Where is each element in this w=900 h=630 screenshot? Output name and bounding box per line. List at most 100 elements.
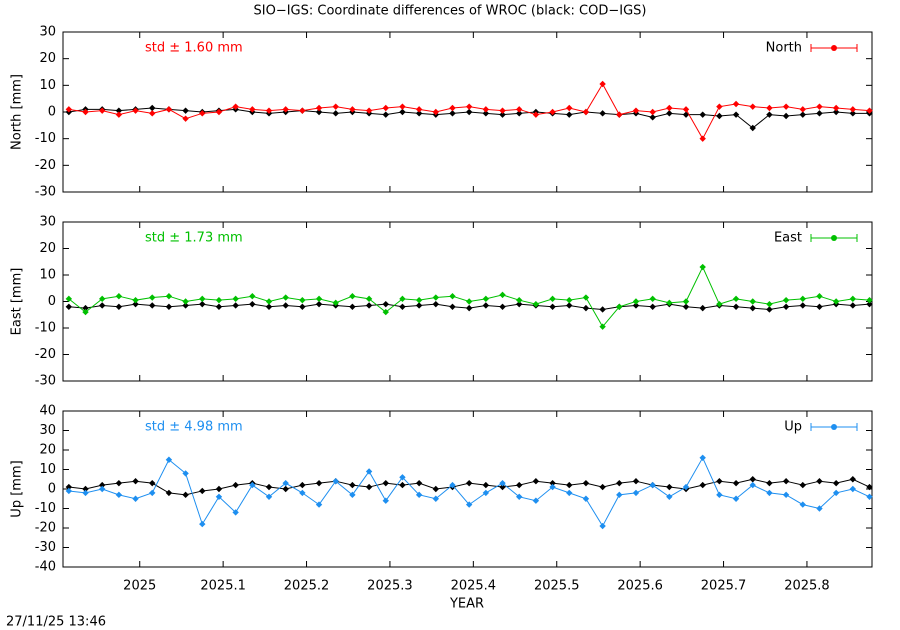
data-point bbox=[265, 493, 273, 500]
data-point bbox=[666, 299, 673, 307]
data-point bbox=[782, 296, 790, 304]
data-point bbox=[682, 303, 690, 310]
data-point bbox=[65, 303, 73, 310]
data-point bbox=[82, 489, 89, 497]
data-point bbox=[766, 306, 773, 313]
data-point bbox=[566, 302, 573, 309]
x-tick-label: 2025 bbox=[123, 579, 156, 594]
data-point bbox=[516, 493, 523, 500]
legend-marker bbox=[831, 235, 837, 241]
data-point bbox=[199, 487, 206, 495]
data-point bbox=[299, 303, 306, 310]
data-point bbox=[666, 483, 673, 491]
data-point bbox=[582, 294, 590, 301]
data-point bbox=[566, 481, 573, 489]
data-point bbox=[716, 491, 723, 499]
data-point bbox=[566, 111, 573, 118]
data-point bbox=[616, 111, 623, 118]
y-tick-label: -20 bbox=[35, 158, 56, 173]
data-point bbox=[215, 493, 223, 500]
data-point bbox=[465, 501, 473, 508]
data-point bbox=[799, 295, 806, 303]
data-point bbox=[332, 299, 339, 307]
data-point bbox=[682, 298, 690, 305]
data-point bbox=[649, 108, 656, 116]
data-point bbox=[449, 293, 456, 300]
y-tick-label: 10 bbox=[39, 268, 56, 283]
data-point bbox=[399, 303, 406, 310]
data-point bbox=[732, 495, 740, 502]
data-point bbox=[365, 483, 373, 491]
data-point bbox=[599, 110, 606, 117]
data-point bbox=[132, 495, 139, 502]
data-point bbox=[149, 294, 156, 301]
y-tick-label: -40 bbox=[35, 560, 56, 575]
data-point bbox=[766, 489, 773, 497]
x-tick-label: 2025.3 bbox=[367, 579, 413, 594]
data-point bbox=[465, 108, 473, 116]
data-point bbox=[65, 295, 73, 303]
y-tick-label: 30 bbox=[39, 215, 56, 230]
legend-label: East bbox=[774, 231, 802, 246]
data-point bbox=[532, 478, 540, 485]
data-point bbox=[816, 110, 823, 117]
data-point bbox=[716, 478, 723, 485]
data-point bbox=[415, 106, 423, 113]
data-point bbox=[432, 485, 440, 493]
data-point bbox=[432, 300, 440, 308]
data-point bbox=[699, 454, 706, 461]
data-point bbox=[699, 111, 706, 118]
data-point bbox=[749, 304, 756, 312]
data-point bbox=[599, 323, 606, 330]
annotation: std ± 1.73 mm bbox=[145, 231, 243, 246]
data-point bbox=[98, 302, 106, 309]
x-tick-label: 2025.8 bbox=[784, 579, 830, 594]
legend-marker bbox=[831, 45, 837, 51]
data-point bbox=[716, 300, 723, 308]
data-point bbox=[465, 103, 473, 110]
data-point bbox=[132, 300, 139, 308]
data-point bbox=[315, 501, 323, 508]
y-tick-label: 10 bbox=[39, 462, 56, 477]
data-point bbox=[832, 298, 840, 305]
data-point bbox=[265, 483, 273, 491]
data-point bbox=[666, 110, 673, 117]
data-point bbox=[549, 303, 556, 310]
data-point bbox=[866, 493, 873, 500]
data-point bbox=[816, 505, 823, 512]
y-tick-label: 10 bbox=[39, 78, 56, 93]
data-point bbox=[799, 111, 806, 118]
annotation: std ± 1.60 mm bbox=[145, 41, 243, 56]
x-tick-label: 2025.7 bbox=[701, 579, 747, 594]
data-point bbox=[365, 295, 373, 303]
data-point bbox=[666, 104, 673, 112]
data-point bbox=[382, 104, 389, 112]
data-point bbox=[65, 483, 73, 491]
data-point bbox=[98, 481, 106, 489]
data-point bbox=[82, 485, 89, 493]
data-point bbox=[382, 479, 389, 487]
data-point bbox=[449, 110, 456, 117]
data-point bbox=[749, 481, 756, 489]
data-point bbox=[98, 107, 106, 114]
data-point bbox=[732, 111, 740, 118]
data-point bbox=[516, 481, 523, 489]
data-point bbox=[782, 303, 790, 310]
data-point bbox=[465, 304, 473, 312]
series-line bbox=[68, 456, 870, 528]
y-tick-label: 0 bbox=[48, 294, 56, 309]
data-point bbox=[315, 108, 323, 116]
series-line bbox=[68, 265, 870, 328]
y-tick-label: -30 bbox=[35, 185, 56, 200]
legend-marker bbox=[831, 424, 837, 430]
data-point bbox=[315, 104, 323, 112]
data-point bbox=[315, 295, 323, 303]
data-point bbox=[215, 485, 223, 493]
data-point bbox=[866, 107, 873, 114]
data-point bbox=[365, 302, 373, 309]
data-point bbox=[315, 479, 323, 487]
data-point bbox=[849, 110, 857, 117]
data-point bbox=[199, 520, 206, 528]
data-point bbox=[499, 479, 506, 487]
data-point bbox=[582, 479, 590, 487]
